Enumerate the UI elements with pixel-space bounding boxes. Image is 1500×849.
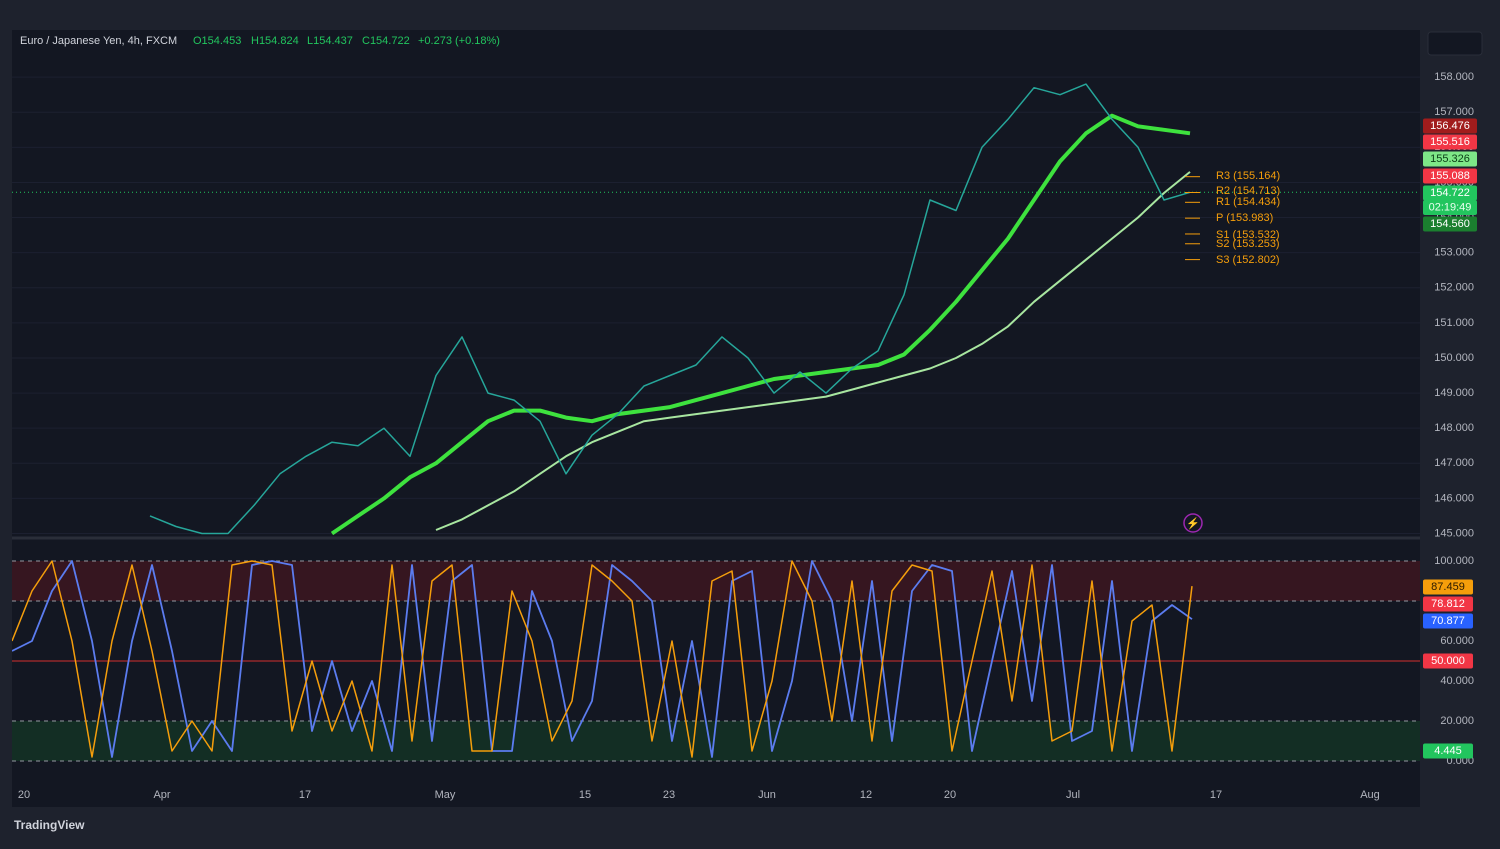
price-tick-label: 147.000 <box>1434 457 1474 469</box>
osc-badge-label: 78.812 <box>1431 598 1465 610</box>
price-pane <box>12 76 1420 536</box>
price-badge <box>1423 216 1477 232</box>
time-label: 12 <box>860 789 872 801</box>
pivot-label: S1 (153.532) <box>1216 229 1280 241</box>
price-tick-label: 153.000 <box>1434 247 1474 259</box>
price-badge <box>1423 134 1477 150</box>
time-label: 17 <box>299 789 311 801</box>
price-badge-label: 154.560 <box>1430 218 1470 230</box>
osc-tick-label: 20.000 <box>1440 715 1474 727</box>
osc-badge <box>1423 743 1473 759</box>
price-badge-label: 156.476 <box>1430 120 1470 132</box>
osc-tick-label: 100.000 <box>1434 555 1474 567</box>
time-label: 20 <box>18 789 30 801</box>
price-tick-label: 158.000 <box>1434 71 1474 83</box>
osc-badge <box>1423 579 1473 595</box>
price-tick-label: 148.000 <box>1434 422 1474 434</box>
countdown: 02:19:49 <box>1429 201 1472 213</box>
osc-badge <box>1423 596 1473 612</box>
change: +0.273 (+0.18%) <box>418 35 500 47</box>
ma-slow-line <box>435 171 1191 531</box>
pivot-label: S3 (152.802) <box>1216 254 1280 266</box>
time-label: Aug <box>1360 789 1380 801</box>
price-line <box>149 83 1191 535</box>
toolbar-button[interactable] <box>1427 31 1483 56</box>
alert-icon[interactable] <box>1183 513 1203 533</box>
brand: TradingView <box>14 818 85 832</box>
time-label: 15 <box>579 789 591 801</box>
oscillator-pane <box>12 560 1420 762</box>
time-label: 23 <box>663 789 675 801</box>
time-label: Jun <box>758 789 776 801</box>
price-badge <box>1423 168 1477 184</box>
alert-icon-glyph: ⚡ <box>1186 517 1200 530</box>
pivot-label: P (153.983) <box>1216 212 1273 224</box>
time-label: Jul <box>1066 789 1080 801</box>
price-tick-label: 152.000 <box>1434 282 1474 294</box>
osc-tick-label: 60.000 <box>1440 635 1474 647</box>
price-tick-label: 145.000 <box>1434 527 1474 539</box>
price-tick-label: 146.000 <box>1434 492 1474 504</box>
price-badge-label: 155.516 <box>1430 136 1470 148</box>
stoch-d-line <box>12 560 1193 758</box>
osc-badge-label: 87.459 <box>1431 581 1465 593</box>
price-tick-label: 150.000 <box>1434 352 1474 364</box>
price-badge <box>1423 151 1477 167</box>
time-label: 17 <box>1210 789 1222 801</box>
price-tick-label: 157.000 <box>1434 106 1474 118</box>
price-badge <box>1423 118 1477 134</box>
osc-badge-label: 50.000 <box>1431 655 1465 667</box>
osc-badge <box>1423 653 1473 669</box>
close: C154.722 <box>362 35 410 47</box>
osc-badge <box>1423 613 1473 629</box>
countdown-badge <box>1423 200 1477 215</box>
osc-tick-label: 40.000 <box>1440 675 1474 687</box>
price-badge-label: 155.326 <box>1430 153 1470 165</box>
overbought-zone <box>12 561 1420 601</box>
price-badge <box>1423 185 1477 201</box>
osc-badge-label: 4.445 <box>1434 745 1462 757</box>
price-badge-label: 155.088 <box>1430 170 1470 182</box>
low: L154.437 <box>307 35 353 47</box>
pivot-label: R3 (155.164) <box>1216 170 1280 182</box>
osc-badge-label: 70.877 <box>1431 615 1465 627</box>
price-badge-label: 154.722 <box>1430 187 1470 199</box>
pivot-label: R2 (154.713) <box>1216 185 1280 197</box>
time-label: 20 <box>944 789 956 801</box>
time-label: May <box>435 789 456 801</box>
pivot-label: S2 (153.253) <box>1216 238 1280 250</box>
stoch-k-line <box>12 560 1193 758</box>
high: H154.824 <box>251 35 299 47</box>
open: O154.453 <box>193 35 241 47</box>
symbol: Euro / Japanese Yen, 4h, FXCM <box>20 35 177 47</box>
time-label: Apr <box>153 789 170 801</box>
price-tick-label: 149.000 <box>1434 387 1474 399</box>
price-tick-label: 151.000 <box>1434 317 1474 329</box>
pivot-label: R1 (154.434) <box>1216 196 1280 208</box>
ma-fast-line <box>330 113 1191 536</box>
plot-area <box>12 30 1420 807</box>
